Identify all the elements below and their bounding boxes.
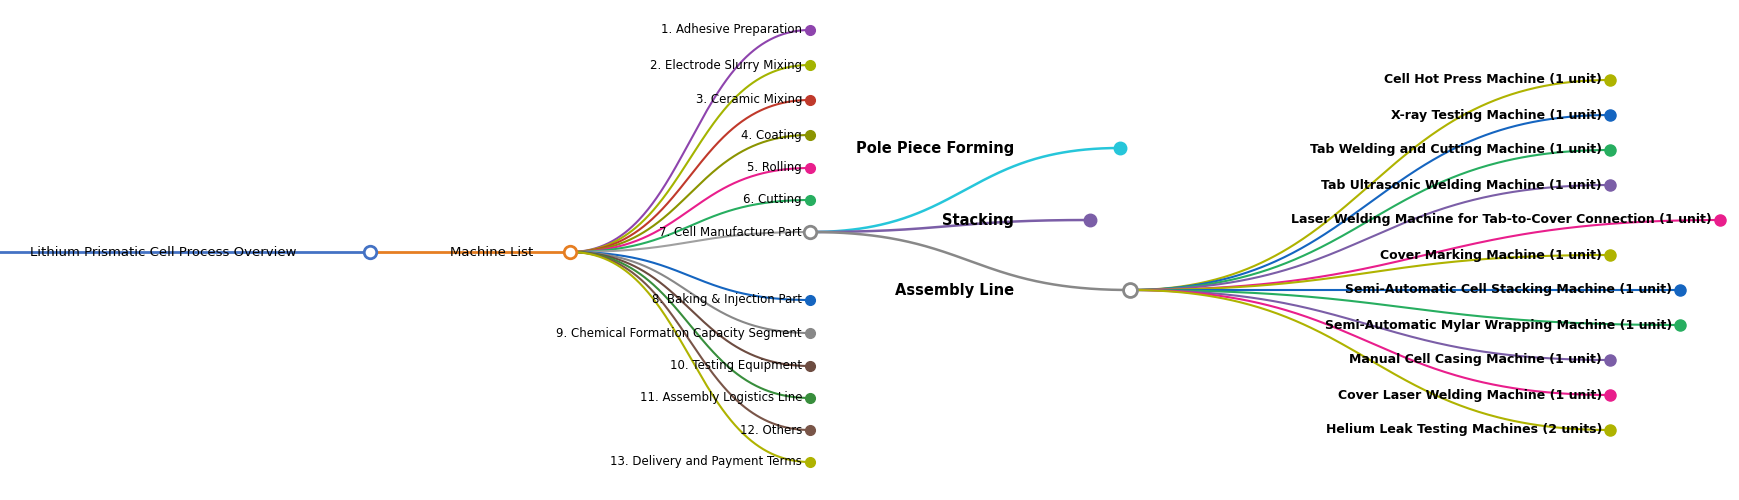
Text: Assembly Line: Assembly Line: [896, 282, 1014, 298]
Text: 12. Others: 12. Others: [739, 424, 802, 436]
Text: 6. Cutting: 6. Cutting: [743, 194, 802, 206]
Text: Manual Cell Casing Machine (1 unit): Manual Cell Casing Machine (1 unit): [1349, 354, 1602, 366]
Text: 1. Adhesive Preparation: 1. Adhesive Preparation: [661, 24, 802, 36]
Text: 3. Ceramic Mixing: 3. Ceramic Mixing: [696, 94, 802, 106]
Text: Cover Laser Welding Machine (1 unit): Cover Laser Welding Machine (1 unit): [1337, 388, 1602, 402]
Text: Pole Piece Forming: Pole Piece Forming: [856, 140, 1014, 156]
Text: Lithium Prismatic Cell Process Overview: Lithium Prismatic Cell Process Overview: [30, 246, 297, 258]
Text: 5. Rolling: 5. Rolling: [748, 162, 802, 174]
Text: Cell Hot Press Machine (1 unit): Cell Hot Press Machine (1 unit): [1384, 74, 1602, 86]
Text: 11. Assembly Logistics Line: 11. Assembly Logistics Line: [640, 392, 802, 404]
Text: Tab Ultrasonic Welding Machine (1 unit): Tab Ultrasonic Welding Machine (1 unit): [1322, 178, 1602, 192]
Text: X-ray Testing Machine (1 unit): X-ray Testing Machine (1 unit): [1391, 108, 1602, 122]
Text: Machine List: Machine List: [450, 246, 534, 258]
Text: 9. Chemical Formation Capacity Segment: 9. Chemical Formation Capacity Segment: [556, 326, 802, 340]
Text: Cover Marking Machine (1 unit): Cover Marking Machine (1 unit): [1381, 248, 1602, 262]
Text: Helium Leak Testing Machines (2 units): Helium Leak Testing Machines (2 units): [1325, 424, 1602, 436]
Text: 4. Coating: 4. Coating: [741, 128, 802, 141]
Text: 2. Electrode Slurry Mixing: 2. Electrode Slurry Mixing: [650, 58, 802, 71]
Text: 7. Cell Manufacture Part: 7. Cell Manufacture Part: [659, 226, 802, 238]
Text: 8. Baking & Injection Part: 8. Baking & Injection Part: [652, 294, 802, 306]
Text: 10. Testing Equipment: 10. Testing Equipment: [670, 360, 802, 372]
Text: Tab Welding and Cutting Machine (1 unit): Tab Welding and Cutting Machine (1 unit): [1309, 144, 1602, 156]
Text: 13. Delivery and Payment Terms: 13. Delivery and Payment Terms: [610, 456, 802, 468]
Text: Laser Welding Machine for Tab-to-Cover Connection (1 unit): Laser Welding Machine for Tab-to-Cover C…: [1292, 214, 1711, 226]
Text: Semi-Automatic Cell Stacking Machine (1 unit): Semi-Automatic Cell Stacking Machine (1 …: [1344, 284, 1671, 296]
Text: Semi-Automatic Mylar Wrapping Machine (1 unit): Semi-Automatic Mylar Wrapping Machine (1…: [1325, 318, 1671, 332]
Text: Stacking: Stacking: [943, 212, 1014, 228]
